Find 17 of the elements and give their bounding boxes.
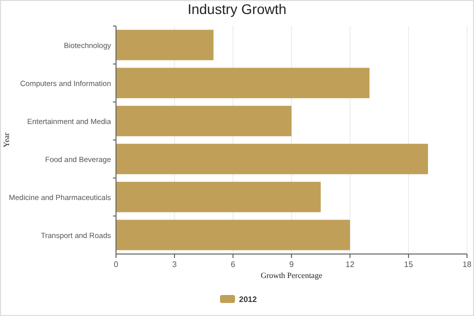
x-tick-label: 0 <box>114 260 119 269</box>
bar <box>116 106 292 136</box>
x-tick-label: 15 <box>404 260 414 269</box>
x-tick-label: 12 <box>346 260 355 269</box>
bar <box>116 68 370 98</box>
x-tick-label: 6 <box>230 260 236 269</box>
chart-title: Industry Growth <box>188 1 286 17</box>
y-axis-title: Year <box>2 132 11 148</box>
x-tick-label: 9 <box>289 260 294 269</box>
bar <box>116 182 321 212</box>
bar <box>116 30 214 60</box>
x-axis-title: Growth Percentage <box>260 271 323 280</box>
bar <box>116 220 350 250</box>
x-tick-label: 18 <box>462 260 472 269</box>
legend-label: 2012 <box>239 295 258 304</box>
bar <box>116 144 428 174</box>
x-tick-label: 3 <box>172 260 178 269</box>
